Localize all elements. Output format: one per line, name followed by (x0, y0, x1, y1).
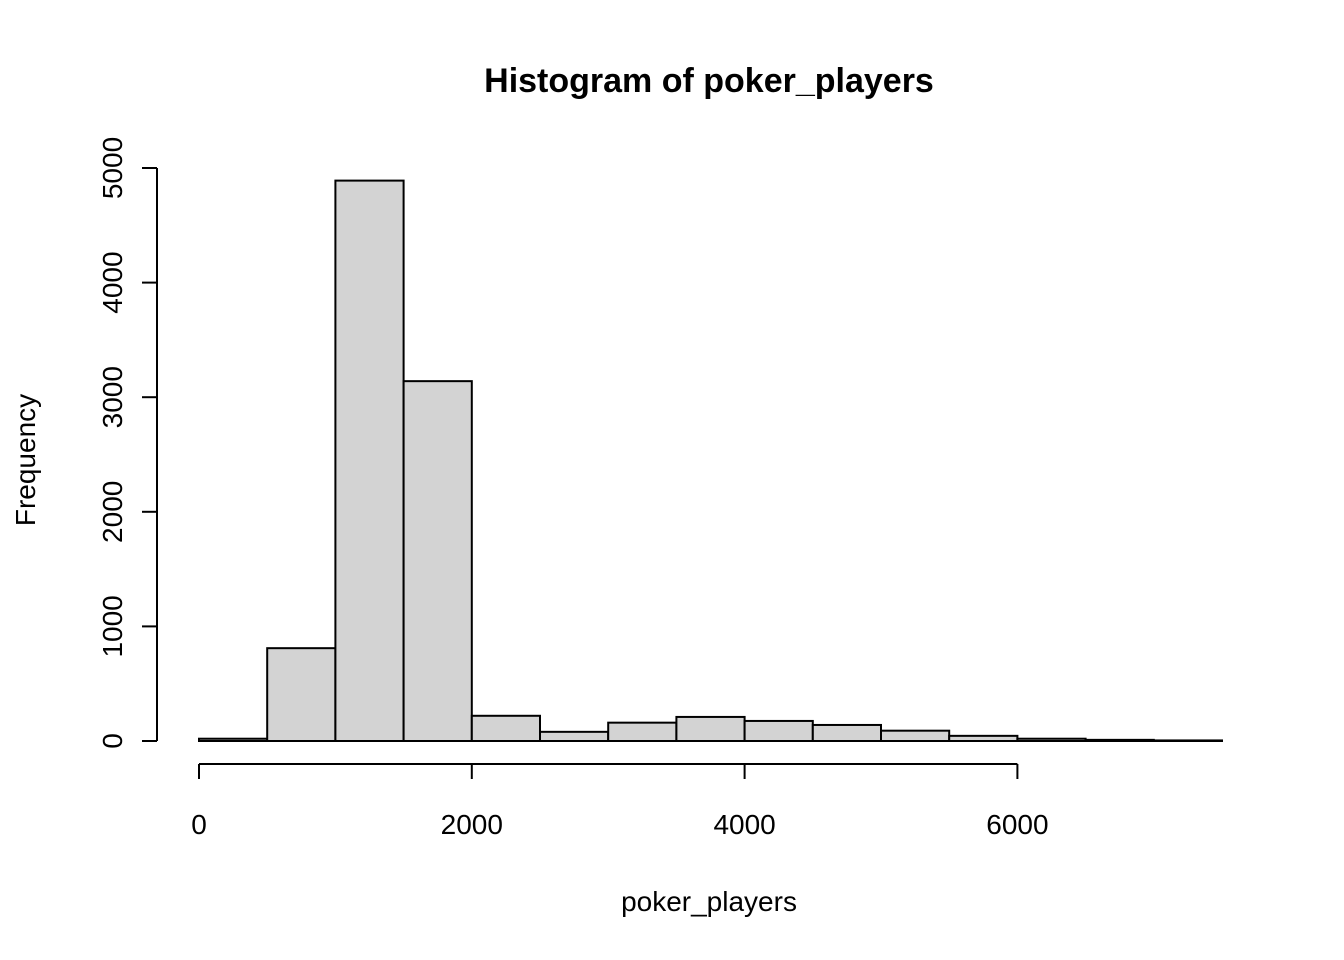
x-tick-label: 6000 (986, 809, 1048, 840)
histogram-bar (1084, 738, 1155, 743)
x-tick-label: 2000 (441, 809, 503, 840)
x-tick-label: 0 (191, 809, 207, 840)
x-axis-label: poker_players (621, 886, 797, 917)
histogram-bar (743, 719, 814, 743)
histogram-bar (266, 647, 337, 743)
histogram-bar (1152, 739, 1224, 743)
histogram-bar (198, 737, 269, 743)
histogram-bar (334, 179, 405, 742)
chart-title: Histogram of poker_players (484, 62, 934, 100)
histogram-bar (402, 380, 473, 742)
y-tick-label: 0 (97, 733, 128, 749)
y-tick-label: 5000 (97, 137, 128, 199)
histogram-bar (470, 714, 541, 743)
y-tick-label: 2000 (97, 481, 128, 543)
histogram-bar (607, 721, 678, 743)
x-axis: 0 2000 4000 6000 (191, 763, 1049, 840)
histogram-bar (539, 730, 610, 742)
y-tick-label: 4000 (97, 251, 128, 313)
y-tick-label: 3000 (97, 366, 128, 428)
y-axis: 0 1000 2000 3000 4000 5000 (97, 137, 158, 749)
histogram-bar (948, 734, 1019, 743)
y-axis-label: Frequency (10, 394, 41, 526)
x-tick-label: 4000 (713, 809, 775, 840)
histogram-bar (1016, 737, 1087, 743)
y-tick-label: 1000 (97, 595, 128, 657)
histogram-bar (675, 715, 746, 743)
histogram-bar (880, 729, 951, 742)
bars-group (198, 179, 1224, 743)
histogram-bar (811, 723, 882, 742)
